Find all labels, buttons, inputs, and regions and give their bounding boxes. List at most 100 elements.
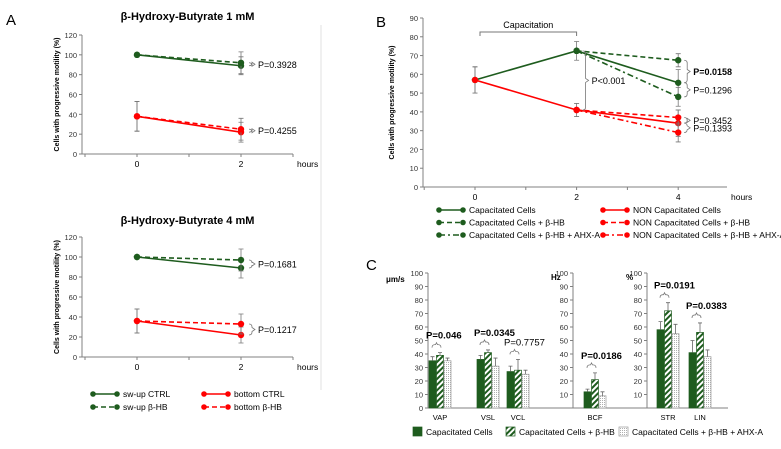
error-bar [430,356,435,361]
p-value-brace [684,59,691,84]
p-value-label: P=0.0383 [686,301,727,312]
legend-marker [436,219,442,226]
error-bar [666,302,670,311]
y-tick-label: 90 [410,14,418,23]
series-2 [133,308,245,344]
y-axis-label: Cells with progressive motility (%) [54,38,61,152]
error-bar [673,323,678,334]
y-tick-label: 50 [410,89,418,98]
legend-swatch [505,426,516,437]
bar [428,360,437,409]
x-tick-label: 0 [135,159,140,169]
legend-marker [600,219,606,226]
chart-title: β-Hydroxy-Butyrate 4 mM [121,215,255,227]
y-tick-label: 90 [634,283,642,292]
bar [598,395,607,409]
error-bar [658,321,663,330]
y-tick-label: 40 [634,350,642,359]
panel-label-a: A [6,12,16,29]
p-value-brace [684,117,691,124]
bar [514,369,522,409]
series-line [576,109,679,134]
x-tick-label: VSL [481,413,495,422]
legend-item: sw-up β-HB [90,402,168,412]
p-value-label: P=0.7757 [504,337,545,348]
y-tick-label: 60 [415,323,423,332]
error-bar [600,391,605,396]
y-tick-label: 70 [415,310,423,319]
legend-item: NON Capacitated Cells [600,205,721,215]
x-tick-label: VCL [511,413,526,422]
error-bar [478,354,483,360]
x-tick-label: 2 [239,159,244,169]
series-5 [573,106,682,143]
error-bar [445,357,450,361]
p-value-brace [684,122,691,133]
error-bar [516,359,520,371]
y-tick-label: 80 [634,296,642,305]
y-tick-label: 20 [69,333,77,342]
p-value-brace [479,339,490,345]
series-line [136,256,242,261]
bar [476,359,485,409]
p-value-brace [509,348,520,355]
legend-label: bottom CTRL [234,389,285,399]
bar [671,333,680,409]
y-tick-label: 0 [419,404,423,413]
series-line [136,54,242,64]
p-value-brace [659,291,670,298]
legend-swatch [412,426,423,437]
y-tick-label: 100 [64,253,77,262]
bracket-label: Capacitation [503,20,553,30]
error-bar [690,340,695,353]
bar [664,310,672,409]
x-tick-label: LIN [694,413,706,422]
y-tick-label: 0 [414,183,418,192]
x-tick-label: BCF [588,413,603,422]
legend-marker [114,391,120,397]
series-2 [133,101,245,143]
y-tick-label: 40 [69,313,77,322]
error-bar [508,365,513,372]
p-value-label: P<0.001 [592,76,626,86]
unit-label: % [626,273,633,282]
series-line [136,115,242,131]
series-0 [133,253,245,279]
legend-label: NON Capacitated Cells [633,205,721,215]
p-value-label: P=0.0186 [581,351,622,362]
x-axis-label: hours [731,192,752,202]
legend-label: NON Capacitated Cells + β-HB [633,218,750,228]
legend-marker [90,391,96,397]
series-line [136,256,242,269]
error-bar [593,372,597,380]
data-point [675,79,682,86]
y-tick-label: 30 [410,127,418,136]
legend-item: Capacitated Cells [412,426,493,437]
series-1 [133,248,245,272]
legend-marker [225,391,231,397]
y-tick-label: 40 [410,108,418,117]
legend-label: Capacitated Cells [426,427,493,437]
data-point [675,129,682,136]
unit-label: μm/s [386,275,405,284]
bar [436,355,444,409]
data-point [675,93,682,101]
bar [583,391,592,409]
legend-marker [624,232,630,238]
p-value-brace [248,323,256,336]
legend-label: sw-up β-HB [123,402,168,412]
y-tick-label: 10 [415,391,423,400]
data-point [133,317,141,325]
x-tick-label: 0 [135,362,140,372]
y-axis-label: Cells with progressive motility (%) [389,46,396,160]
legend-marker [460,219,466,226]
x-tick-label: 4 [676,192,681,202]
bar [491,365,500,409]
legend-item: sw-up CTRL [90,389,171,399]
data-point [237,320,245,328]
data-point [237,256,245,264]
y-tick-label: 80 [69,273,77,282]
p-value-label: P=0.0158 [693,67,732,77]
legend-label: Capacitated Cells + β-HB + AHX-A [469,230,600,240]
y-tick-label: 50 [634,337,642,346]
